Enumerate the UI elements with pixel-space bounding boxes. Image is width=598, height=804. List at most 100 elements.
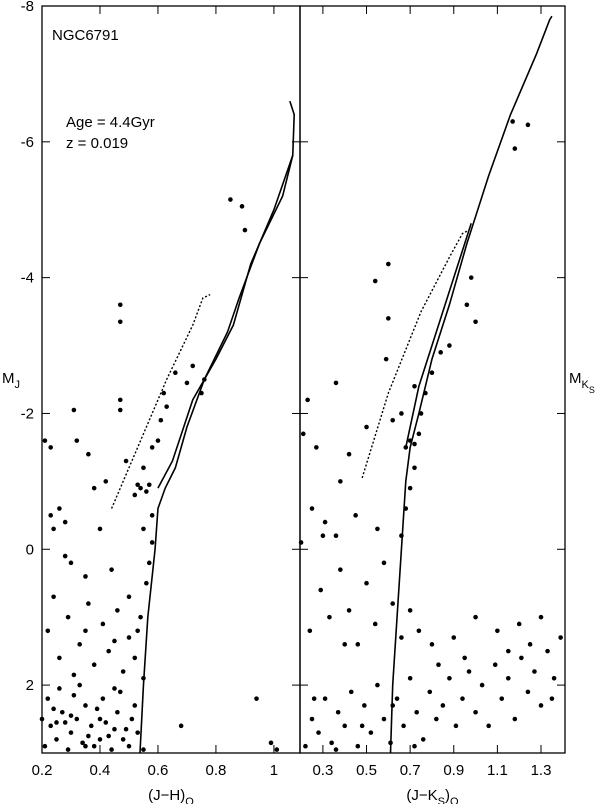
star-point	[335, 709, 341, 715]
star-point	[138, 485, 143, 491]
star-point	[407, 485, 413, 491]
star-point	[320, 533, 326, 538]
star-point	[386, 261, 391, 267]
star-point	[71, 672, 77, 678]
star-point	[112, 638, 117, 644]
star-point	[309, 506, 315, 511]
star-point	[77, 682, 82, 688]
star-point	[416, 431, 422, 437]
star-point	[416, 628, 422, 634]
star-point	[126, 743, 132, 749]
star-point	[303, 743, 308, 749]
star-point	[45, 628, 51, 634]
star-point	[390, 601, 395, 606]
star-point	[311, 696, 317, 701]
star-point	[103, 479, 109, 484]
star-point	[126, 594, 132, 600]
star-point	[126, 635, 132, 640]
star-point	[57, 506, 62, 511]
star-point	[178, 723, 184, 729]
star-point	[146, 560, 152, 566]
star-point	[161, 390, 167, 396]
star-point	[80, 740, 85, 746]
star-point	[359, 723, 365, 729]
star-point	[132, 492, 138, 498]
star-point	[355, 642, 361, 647]
label-part: S	[589, 385, 595, 395]
star-point	[62, 519, 68, 525]
annotation: Age = 4.4Gyr	[66, 114, 155, 131]
star-point	[149, 513, 155, 518]
star-point	[88, 723, 94, 729]
star-point	[91, 743, 97, 749]
star-point	[106, 733, 111, 739]
y-tick-label: 0	[26, 541, 34, 558]
x-tick-label: 0.6	[148, 762, 169, 779]
star-point	[495, 628, 500, 634]
star-point	[164, 404, 169, 409]
star-point	[346, 608, 352, 613]
star-point	[429, 642, 435, 647]
star-point	[94, 706, 100, 712]
label-part: (J−K	[406, 787, 437, 804]
star-point	[129, 716, 135, 722]
star-point	[199, 390, 204, 396]
star-point	[91, 662, 97, 668]
star-point	[414, 709, 419, 715]
star-point	[407, 438, 413, 443]
star-point	[138, 614, 143, 620]
star-point	[97, 716, 103, 722]
star-point	[329, 740, 334, 746]
x-tick-label: 1.1	[487, 762, 508, 779]
star-point	[307, 628, 313, 634]
star-point	[407, 676, 413, 681]
star-point	[453, 723, 459, 729]
star-point	[381, 560, 387, 566]
star-point	[135, 628, 140, 634]
star-point	[117, 302, 123, 308]
y-tick-label: -4	[21, 270, 34, 287]
star-point	[364, 424, 369, 430]
star-point	[149, 445, 155, 450]
star-point	[202, 377, 207, 382]
star-point	[342, 642, 348, 647]
star-point	[403, 445, 409, 450]
star-point	[106, 648, 111, 654]
star-point	[447, 676, 452, 681]
star-point	[423, 390, 428, 396]
star-point	[451, 635, 457, 640]
isochrone	[404, 223, 472, 448]
star-point	[464, 302, 470, 308]
star-point	[538, 703, 544, 708]
star-point	[135, 730, 140, 735]
star-point	[62, 720, 68, 725]
label-part: O	[185, 796, 194, 804]
star-point	[525, 122, 531, 128]
star-point	[399, 635, 404, 640]
star-point	[83, 574, 88, 579]
x-tick-label: 0.3	[312, 762, 333, 779]
star-point	[48, 445, 53, 450]
star-point	[68, 713, 74, 718]
star-point	[57, 686, 62, 691]
star-point	[123, 458, 129, 464]
star-point	[383, 356, 389, 362]
y-tick-label: -8	[21, 0, 34, 15]
isochrone	[110, 293, 211, 509]
star-point	[479, 682, 485, 688]
star-point	[51, 594, 56, 600]
label-part: O	[450, 796, 459, 804]
star-point	[97, 737, 103, 742]
star-point	[473, 709, 478, 715]
x-tick-label: 0.2	[32, 762, 53, 779]
star-point	[120, 737, 126, 742]
star-point	[353, 513, 358, 518]
x-tick-label: 1.3	[531, 762, 552, 779]
star-point	[184, 380, 190, 386]
star-point	[418, 411, 424, 416]
x-tick-label: 0.5	[356, 762, 377, 779]
star-point	[305, 397, 310, 403]
star-point	[298, 540, 304, 545]
star-point	[190, 363, 196, 369]
